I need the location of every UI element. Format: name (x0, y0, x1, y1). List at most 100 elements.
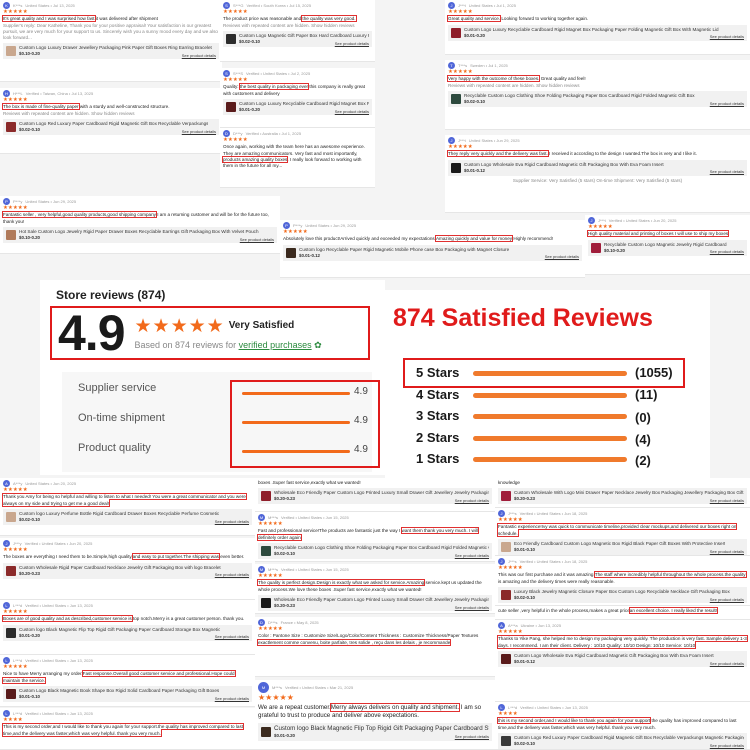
avatar: A (3, 480, 10, 487)
review-text: High quality material and printing of bo… (586, 229, 747, 238)
review-text: This was our first purchase and it was a… (498, 570, 748, 584)
product-link[interactable]: Custom Logo Luxury Recyclable Cardboard … (223, 98, 372, 115)
highlighted-quote: Boxes are of good quality and as describ… (1, 614, 134, 623)
avatar: H (3, 90, 10, 97)
see-product-details-link[interactable]: See product details (544, 254, 579, 260)
product-title: Custom Logo Wholesale Eva Rigid Cardboar… (464, 161, 664, 167)
reviewer-name: S***S (233, 70, 244, 76)
see-product-details-link[interactable]: See product details (214, 518, 249, 524)
see-product-details-link[interactable]: See product details (181, 128, 216, 134)
see-product-details-link[interactable]: See product details (709, 169, 744, 175)
review-meta: Verified • United States • Jul 2, 2025 (246, 70, 311, 76)
product-link[interactable]: Custom Logo Black Magnetic Book Shape Bo… (3, 685, 252, 702)
see-product-details-link[interactable]: See product details (334, 108, 369, 114)
product-link[interactable]: Custom Logo Red Luxury Paper Cardboard R… (3, 118, 219, 135)
see-product-details-link[interactable]: See product details (709, 497, 744, 503)
verified-purchases-link[interactable]: verified purchases (238, 340, 312, 350)
see-product-details-link[interactable]: See product details (214, 695, 249, 701)
highlighted-quote: It's great quality and I was surprised h… (1, 14, 97, 23)
reviewer-name: L***d (13, 602, 23, 608)
see-product-details-link[interactable]: See product details (214, 572, 249, 578)
review-ratings-note: Supplier Service: Very Satisfied (5 star… (512, 177, 683, 183)
product-link[interactable]: Recyclable Custom Logo Magnetic Jewelry … (588, 239, 747, 256)
product-price: $0.02-0.10 (274, 550, 295, 556)
see-product-details-link[interactable]: See product details (709, 249, 744, 255)
review-note: Supplier's reply: Dear Katheline, Thank … (3, 22, 218, 40)
see-product-details-link[interactable]: See product details (214, 634, 249, 640)
star-rating-icon: ★★★★★ (258, 626, 283, 632)
product-link[interactable]: Custom Wholesale With Logo Mini Drawer P… (498, 488, 747, 505)
star-row-label: 2 Stars (416, 429, 460, 445)
see-product-details-link[interactable]: See product details (709, 548, 744, 554)
star-rating-icon: ★★★★★ (448, 144, 473, 150)
product-price: $0.10-0.20 (19, 234, 40, 240)
star-row-label: 5 Stars (416, 365, 460, 380)
see-product-details-link[interactable]: See product details (454, 734, 489, 740)
star-row-count: (4) (635, 431, 651, 447)
review-meta: Verified • United States • Mar 21, 2025 (285, 684, 354, 690)
see-product-details-link[interactable]: See product details (709, 100, 744, 106)
see-product-details-link[interactable]: See product details (709, 742, 744, 748)
avatar: S (223, 2, 230, 9)
product-title: Custom Wholesale With Logo Mini Drawer P… (514, 490, 744, 496)
see-product-details-link[interactable]: See product details (454, 604, 489, 610)
see-product-details-link[interactable]: See product details (239, 236, 274, 242)
star-rating-icon: ★★★★★ (223, 137, 248, 143)
product-title: Custom Logo Magnetic Gift Paper Box Hard… (239, 32, 369, 38)
based-on-text: Based on 874 reviews for (134, 340, 239, 350)
product-link[interactable]: Custom Logo Red Luxury Paper Cardboard R… (498, 732, 747, 749)
reviewer-name: P***y (293, 222, 303, 228)
reviewer-name: J***y (13, 540, 22, 546)
store-reviews-summary: Store reviews (874) 4.9 ★★★★★ Very Satisf… (40, 280, 385, 475)
review-card: L L***d Verified • United States • Jun 13,… (0, 708, 255, 750)
see-product-details-link[interactable]: See product details (454, 552, 489, 558)
product-link[interactable]: Recyclable Custom Logo Clothing Shoe Fol… (448, 90, 747, 107)
product-link[interactable]: Wholesale Eco Friendly Paper Custom Logo… (258, 594, 492, 611)
review-text-part: . I really look forward to working with … (223, 156, 362, 168)
product-link[interactable]: Hot Sale Custom Logo Jewelry Rigid Paper… (3, 226, 277, 243)
star-rating-icon: ★★★★★ (223, 9, 248, 15)
reviewer-name: L***d (508, 704, 518, 710)
star-rating-icon: ★★★★★ (3, 9, 28, 15)
product-title: Wholesale Eco Friendly Paper Custom Logo… (274, 490, 489, 496)
product-link[interactable]: Custom Logo Luxury Recyclable Cardboard … (448, 24, 747, 41)
avatar: D (258, 619, 265, 626)
product-link[interactable]: Custom logo Black Magnetic Flip Top Rigi… (3, 624, 252, 641)
see-product-details-link[interactable]: See product details (181, 52, 216, 58)
review-text: knowledge (498, 480, 747, 486)
product-link[interactable]: Custom logo Recyclable Paper Rigid Magne… (283, 244, 582, 261)
review-card: M M***s Verified • United States • Mar 21,… (255, 680, 495, 750)
product-thumbnail (6, 627, 16, 638)
product-link[interactable]: Custom Wholesale Rigid Paper Cardboard N… (3, 562, 252, 579)
review-card: M M***s Verified • United States • Jun 15,… (255, 512, 495, 562)
reviewer-name: D***y (233, 130, 243, 136)
product-title: Custom logo Recyclable Paper Rigid Magne… (299, 246, 510, 252)
see-product-details-link[interactable]: See product details (454, 497, 489, 503)
product-thumbnail (261, 545, 271, 556)
product-price: $0.02-0.10 (464, 98, 485, 104)
see-product-details-link[interactable]: See product details (709, 660, 744, 666)
review-text-part: Fast and professional service!The produc… (258, 528, 402, 534)
product-link[interactable]: Recyclable Custom Logo Clothing Shoe Fol… (258, 542, 492, 559)
product-link[interactable]: Custom Logo Magnetic Gift Paper Box Hard… (223, 30, 372, 47)
product-link[interactable]: Luxury Black Jewelry Magnetic Closure Pa… (498, 586, 747, 603)
product-link[interactable]: Custom logo Black Magnetic Flip Top Rigi… (258, 722, 492, 741)
star-rating-icon: ★★★★★ (258, 521, 283, 527)
product-link[interactable]: Custom Logo Luxury Drawer Jewellery Pack… (3, 43, 219, 60)
see-product-details-link[interactable]: See product details (709, 34, 744, 40)
review-meta: Verified • United States • Jun 13, 2025 (25, 710, 93, 716)
review-text-part: Absolutely love this product!Arrived qui… (283, 236, 436, 242)
see-product-details-link[interactable]: See product details (709, 596, 744, 602)
star-rating-icon: ★★★★★ (3, 664, 28, 670)
product-price: $0.20-0.23 (514, 496, 535, 502)
product-link[interactable]: Eco Friendly Cardboard Custom Logo Magne… (498, 538, 747, 555)
avatar: L (3, 710, 10, 717)
product-link[interactable]: Custom Logo Wholesale Eva Rigid Cardboar… (448, 159, 747, 176)
review-text-part: Once again, working with the team here h… (223, 144, 365, 156)
see-product-details-link[interactable]: See product details (334, 40, 369, 46)
product-link[interactable]: Wholesale Eco Friendly Paper Custom Logo… (258, 488, 492, 505)
product-link[interactable]: Custom logo Luxury Perfume Bottle Rigid … (3, 508, 252, 525)
reviewer-name: M***s (268, 514, 279, 520)
avatar: J (3, 540, 10, 547)
product-link[interactable]: Custom Logo Wholesale Eva Rigid Cardboar… (498, 650, 747, 667)
